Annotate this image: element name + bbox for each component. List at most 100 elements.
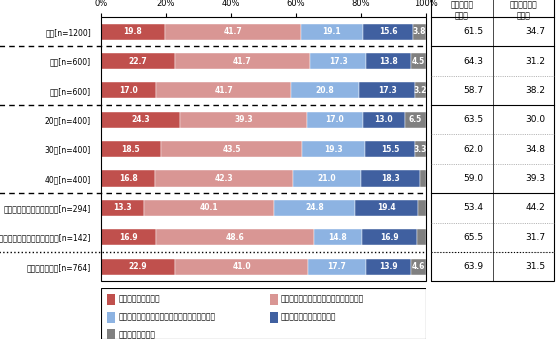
Text: 63.9: 63.9 — [464, 262, 483, 271]
Text: 34.8: 34.8 — [525, 145, 545, 154]
Bar — [101, 53, 175, 69]
Text: 63.5: 63.5 — [464, 115, 483, 124]
Text: 39.3: 39.3 — [525, 174, 545, 183]
Text: どちらかといえば大丈夫ではないと考えている: どちらかといえば大丈夫ではないと考えている — [119, 313, 216, 322]
Bar — [161, 141, 302, 157]
Text: 17.3: 17.3 — [329, 57, 347, 65]
Bar — [366, 259, 411, 275]
Bar — [309, 259, 366, 275]
Text: 16.9: 16.9 — [119, 233, 138, 242]
Bar — [415, 141, 426, 157]
Text: 41.7: 41.7 — [223, 27, 242, 36]
Bar — [302, 141, 365, 157]
Bar — [101, 200, 144, 216]
Text: 41.7: 41.7 — [214, 86, 233, 95]
Text: どちらかといえば大丈夫だと考えている: どちらかといえば大丈夫だと考えている — [281, 295, 365, 304]
Text: 17.0: 17.0 — [325, 115, 344, 124]
Bar — [101, 259, 175, 275]
Bar — [175, 259, 309, 275]
Bar — [101, 171, 155, 186]
Text: 31.2: 31.2 — [525, 57, 545, 65]
Bar — [156, 229, 314, 245]
Bar — [101, 141, 161, 157]
Text: 15.6: 15.6 — [379, 27, 397, 36]
Bar — [314, 229, 362, 245]
Text: 40.1: 40.1 — [200, 203, 218, 213]
Bar — [413, 24, 426, 40]
Bar — [365, 141, 415, 157]
Bar — [175, 53, 310, 69]
Text: 13.0: 13.0 — [375, 115, 393, 124]
Text: 31.7: 31.7 — [525, 233, 545, 242]
FancyBboxPatch shape — [270, 312, 278, 323]
Text: 16.8: 16.8 — [119, 174, 137, 183]
FancyBboxPatch shape — [108, 294, 115, 305]
Bar — [355, 200, 418, 216]
Text: 31.5: 31.5 — [525, 262, 545, 271]
Text: 6.5: 6.5 — [409, 115, 422, 124]
Bar — [411, 259, 426, 275]
Bar — [101, 229, 156, 245]
Bar — [310, 53, 366, 69]
Text: 13.3: 13.3 — [113, 203, 132, 213]
Text: 44.2: 44.2 — [525, 203, 545, 213]
Bar — [405, 112, 426, 128]
Text: 17.7: 17.7 — [328, 262, 347, 271]
Bar — [101, 82, 156, 99]
Text: 22.7: 22.7 — [128, 57, 147, 65]
Text: 3.3: 3.3 — [414, 145, 427, 154]
Bar — [144, 200, 274, 216]
Text: 65.5: 65.5 — [464, 233, 483, 242]
Bar — [156, 82, 291, 99]
Bar — [359, 82, 415, 99]
Text: 30.0: 30.0 — [525, 115, 545, 124]
Bar — [155, 171, 293, 186]
Text: 19.1: 19.1 — [322, 27, 341, 36]
Text: 4.5: 4.5 — [412, 57, 425, 65]
Text: 15.5: 15.5 — [381, 145, 399, 154]
Text: 22.9: 22.9 — [129, 262, 147, 271]
Text: 17.3: 17.3 — [378, 86, 396, 95]
Bar — [291, 82, 359, 99]
Bar — [301, 24, 362, 40]
Text: 41.0: 41.0 — [232, 262, 251, 271]
Text: 18.3: 18.3 — [381, 174, 400, 183]
Text: 3.8: 3.8 — [413, 27, 426, 36]
Bar — [418, 200, 426, 216]
Text: 13.9: 13.9 — [379, 262, 398, 271]
Text: 42.3: 42.3 — [214, 174, 234, 183]
Text: 24.8: 24.8 — [305, 203, 324, 213]
Text: 14.8: 14.8 — [328, 233, 347, 242]
Bar — [101, 24, 165, 40]
Text: 59.0: 59.0 — [464, 174, 483, 183]
Bar — [180, 112, 307, 128]
Text: 38.2: 38.2 — [525, 86, 545, 95]
Bar — [362, 229, 417, 245]
Text: 17.0: 17.0 — [119, 86, 138, 95]
Text: 19.8: 19.8 — [124, 27, 142, 36]
Text: 64.3: 64.3 — [464, 57, 483, 65]
Text: 19.3: 19.3 — [324, 145, 343, 154]
Text: 53.4: 53.4 — [464, 203, 483, 213]
Text: 58.7: 58.7 — [464, 86, 483, 95]
Bar — [101, 112, 180, 128]
Text: 13.8: 13.8 — [379, 57, 398, 65]
Bar — [274, 200, 355, 216]
Text: 39.3: 39.3 — [234, 115, 253, 124]
Text: 4.6: 4.6 — [412, 262, 425, 271]
Text: 61.5: 61.5 — [464, 27, 483, 36]
Text: 62.0: 62.0 — [464, 145, 483, 154]
FancyBboxPatch shape — [108, 312, 115, 323]
Text: 48.6: 48.6 — [225, 233, 244, 242]
Text: 43.5: 43.5 — [222, 145, 241, 154]
FancyBboxPatch shape — [270, 294, 278, 305]
Bar — [417, 229, 426, 245]
Bar — [307, 112, 362, 128]
Text: 大丈夫だと
考えていた
（計）: 大丈夫だと 考えていた （計） — [450, 0, 474, 20]
Bar — [361, 171, 421, 186]
Bar — [362, 24, 413, 40]
Bar — [293, 171, 361, 186]
Text: 18.5: 18.5 — [122, 145, 140, 154]
Bar — [362, 112, 405, 128]
Text: 41.7: 41.7 — [233, 57, 251, 65]
